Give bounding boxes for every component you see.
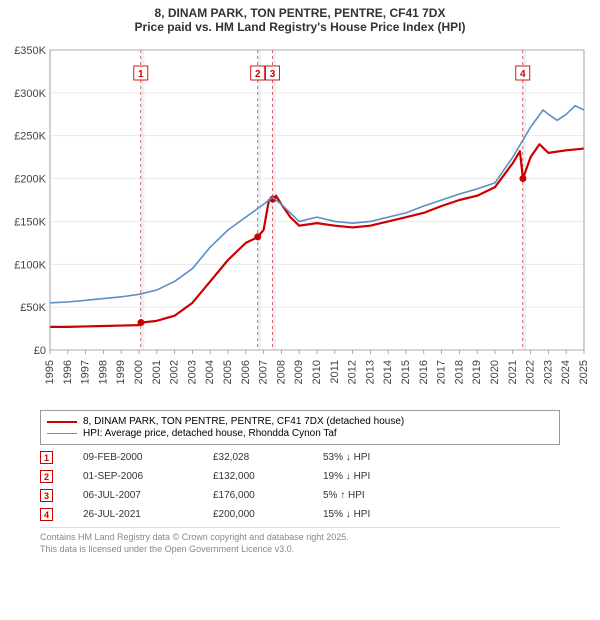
svg-text:1999: 1999 [115,360,127,384]
svg-text:2013: 2013 [364,360,376,384]
svg-text:£300K: £300K [14,88,46,100]
svg-text:£350K: £350K [14,45,46,57]
legend-item: 8, DINAM PARK, TON PENTRE, PENTRE, CF41 … [47,416,553,427]
svg-text:3: 3 [270,69,276,80]
event-marker: 2 [40,470,53,483]
svg-text:2004: 2004 [204,360,216,384]
title-line1: 8, DINAM PARK, TON PENTRE, PENTRE, CF41 … [0,6,600,20]
svg-text:2025: 2025 [578,360,590,384]
svg-text:1995: 1995 [44,360,56,384]
event-date: 06-JUL-2007 [83,490,183,501]
event-date: 09-FEB-2000 [83,452,183,463]
svg-text:£100K: £100K [14,259,46,271]
event-marker: 3 [40,489,53,502]
svg-text:2002: 2002 [169,360,181,384]
event-row: 2 01-SEP-2006 £132,000 19% ↓ HPI [40,470,560,483]
chart-title: 8, DINAM PARK, TON PENTRE, PENTRE, CF41 … [0,0,600,36]
svg-text:2: 2 [255,69,261,80]
svg-text:1: 1 [138,69,144,80]
title-line2: Price paid vs. HM Land Registry's House … [0,20,600,34]
svg-text:2012: 2012 [347,360,359,384]
legend-swatch [47,421,77,423]
svg-text:2019: 2019 [471,360,483,384]
line-chart: £0 £50K £100K £150K £200K £250K £300K £350K 1995… [10,44,590,404]
svg-text:£0: £0 [34,345,46,357]
svg-text:2015: 2015 [400,360,412,384]
svg-text:2003: 2003 [186,360,198,384]
svg-text:2022: 2022 [525,360,537,384]
svg-text:1997: 1997 [80,360,92,384]
svg-text:2005: 2005 [222,360,234,384]
event-marker: 1 [40,451,53,464]
svg-text:2020: 2020 [489,360,501,384]
svg-text:2014: 2014 [382,360,394,384]
event-price: £32,028 [213,452,293,463]
svg-text:2018: 2018 [453,360,465,384]
svg-text:£250K: £250K [14,131,46,143]
svg-text:1998: 1998 [97,360,109,384]
svg-text:£150K: £150K [14,216,46,228]
event-delta: 5% ↑ HPI [323,490,403,501]
event-row: 3 06-JUL-2007 £176,000 5% ↑ HPI [40,489,560,502]
svg-text:1996: 1996 [62,360,74,384]
event-date: 26-JUL-2021 [83,509,183,520]
legend-swatch [47,433,77,434]
svg-text:2009: 2009 [293,360,305,384]
svg-text:2010: 2010 [311,360,323,384]
svg-text:2008: 2008 [275,360,287,384]
legend-label: 8, DINAM PARK, TON PENTRE, PENTRE, CF41 … [83,416,404,427]
svg-text:£50K: £50K [20,302,46,314]
event-date: 01-SEP-2006 [83,471,183,482]
event-price: £200,000 [213,509,293,520]
svg-text:2000: 2000 [133,360,145,384]
event-table: 1 09-FEB-2000 £32,028 53% ↓ HPI 2 01-SEP… [40,451,560,521]
svg-text:2016: 2016 [418,360,430,384]
event-delta: 19% ↓ HPI [323,471,403,482]
legend: 8, DINAM PARK, TON PENTRE, PENTRE, CF41 … [40,410,560,445]
svg-text:4: 4 [520,69,526,80]
footer: Contains HM Land Registry data © Crown c… [40,527,560,555]
chart-area: £0 £50K £100K £150K £200K £250K £300K £350K 1995… [10,44,590,404]
event-marker: 4 [40,508,53,521]
event-row: 4 26-JUL-2021 £200,000 15% ↓ HPI [40,508,560,521]
legend-label: HPI: Average price, detached house, Rhon… [83,428,337,439]
event-price: £132,000 [213,471,293,482]
svg-text:2011: 2011 [329,360,341,384]
event-row: 1 09-FEB-2000 £32,028 53% ↓ HPI [40,451,560,464]
svg-text:2007: 2007 [258,360,270,384]
svg-text:2023: 2023 [542,360,554,384]
svg-text:2006: 2006 [240,360,252,384]
svg-text:2021: 2021 [507,360,519,384]
svg-text:2001: 2001 [151,360,163,384]
footer-line2: This data is licensed under the Open Gov… [40,544,560,556]
svg-text:2017: 2017 [436,360,448,384]
svg-text:2024: 2024 [560,360,572,384]
event-delta: 15% ↓ HPI [323,509,403,520]
event-delta: 53% ↓ HPI [323,452,403,463]
legend-item: HPI: Average price, detached house, Rhon… [47,428,553,439]
footer-line1: Contains HM Land Registry data © Crown c… [40,532,560,544]
event-price: £176,000 [213,490,293,501]
svg-text:£200K: £200K [14,174,46,186]
